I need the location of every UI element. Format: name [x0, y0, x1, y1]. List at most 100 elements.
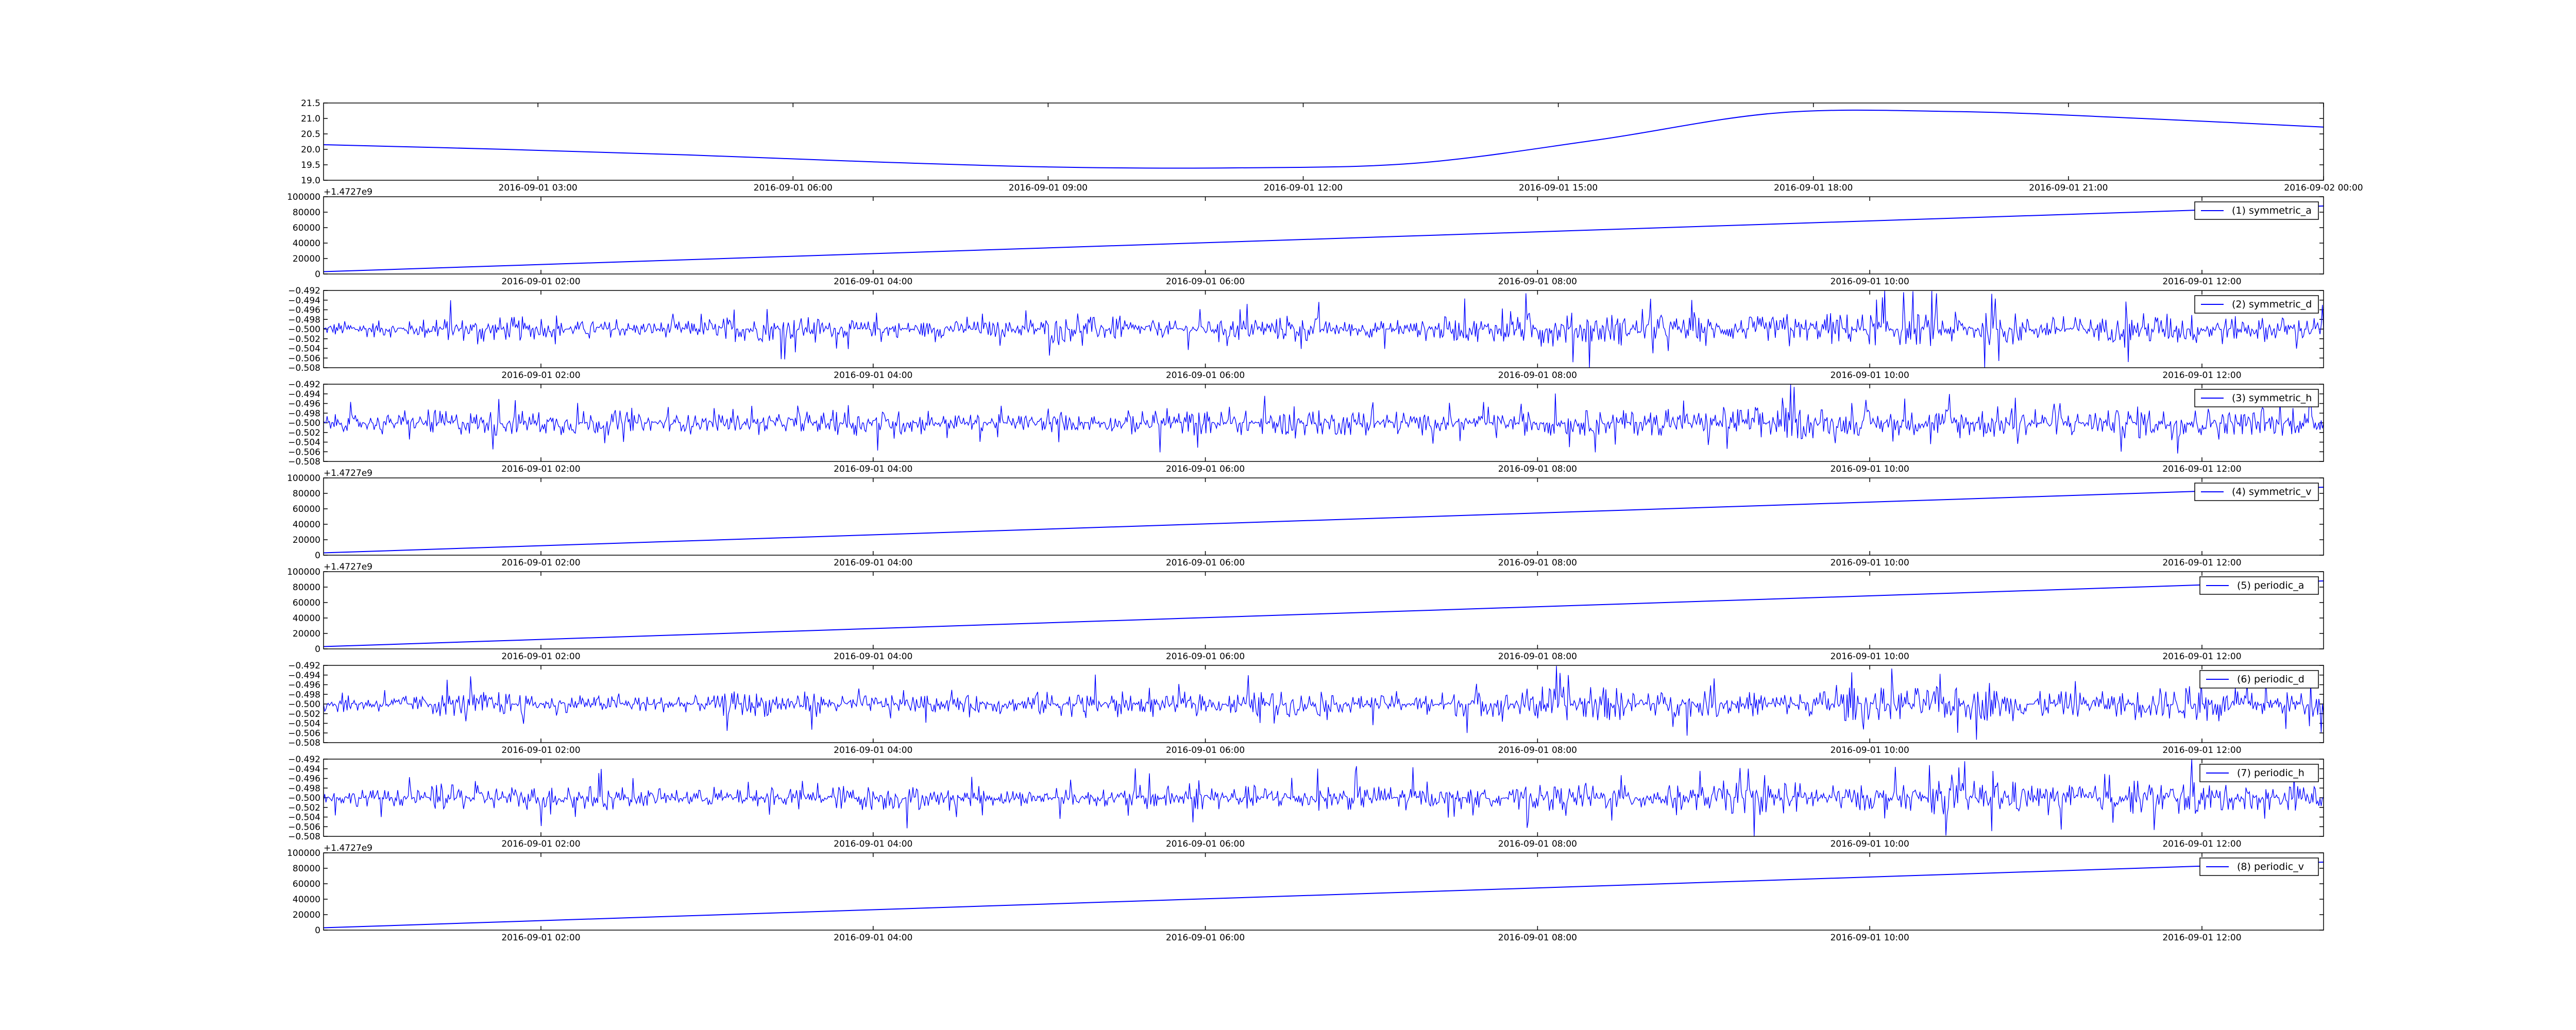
y-tick-label: −0.508 [288, 457, 320, 467]
y-tick-label: 40000 [293, 238, 320, 249]
x-tick-label: 2016-09-01 08:00 [1498, 745, 1577, 756]
plot-frame [323, 102, 2324, 181]
x-tick-label: 2016-09-01 08:00 [1498, 464, 1577, 474]
legend-label: (6) periodic_d [2237, 674, 2304, 685]
y-tick-label: −0.492 [288, 286, 320, 296]
x-tick-label: 2016-09-01 08:00 [1498, 370, 1577, 381]
y-tick-label: −0.500 [288, 324, 320, 335]
x-tick-label: 2016-09-01 02:00 [501, 464, 580, 474]
y-tick-label: −0.492 [288, 661, 320, 671]
y-tick-label: 40000 [293, 520, 320, 530]
x-tick-label: 2016-09-01 06:00 [1166, 464, 1245, 474]
y-tick-label: 20.5 [301, 129, 320, 140]
series-line [323, 384, 2324, 454]
x-tick-label: 2016-09-01 04:00 [834, 933, 912, 943]
y-tick-label: 20000 [293, 254, 320, 264]
subplot-2: 0 20000 40000 60000 80000 100000 2016-09-01 02… [287, 187, 2324, 287]
x-offset-label: +1.4727e9 [324, 468, 372, 478]
series-line [323, 862, 2324, 929]
subplot-1: 19.0 19.5 20.0 20.5 21.0 21.5 2016-09-01 03:00… [301, 98, 2363, 193]
x-tick-label: 2016-09-01 04:00 [834, 558, 912, 568]
x-tick-label: 2016-09-01 10:00 [1831, 464, 1909, 474]
x-tick-label: 2016-09-01 04:00 [834, 370, 912, 381]
x-tick-label: 2016-09-01 12:00 [2162, 370, 2241, 381]
y-tick-label: −0.494 [288, 764, 320, 775]
x-tick-label: 2016-09-01 02:00 [501, 745, 580, 756]
plot-frame [323, 759, 2324, 837]
plot-frame [323, 665, 2324, 743]
y-tick-label: 21.5 [301, 98, 320, 109]
legend-label: (2) symmetric_d [2232, 299, 2312, 310]
legend-label: (4) symmetric_v [2232, 486, 2312, 497]
x-tick-label: 2016-09-01 10:00 [1831, 277, 1909, 287]
x-tick-label: 2016-09-01 04:00 [834, 464, 912, 474]
plot-frame [323, 852, 2324, 931]
x-tick-label: 2016-09-01 03:00 [499, 183, 578, 193]
y-tick-label: 100000 [287, 192, 320, 202]
y-tick-label: −0.496 [288, 680, 320, 691]
series-line [323, 666, 2324, 740]
y-tick-label: 100000 [287, 473, 320, 484]
x-tick-label: 2016-09-01 10:00 [1831, 933, 1909, 943]
x-tick-label: 2016-09-01 12:00 [2162, 277, 2241, 287]
y-tick-label: −0.494 [288, 296, 320, 306]
x-tick-label: 2016-09-01 10:00 [1831, 745, 1909, 756]
plot-frame [323, 384, 2324, 462]
y-tick-label: −0.504 [288, 438, 320, 448]
x-offset-label: +1.4727e9 [324, 843, 372, 853]
x-tick-label: 2016-09-02 00:00 [2284, 183, 2363, 193]
subplot-8: −0.508−0.506−0.504−0.502−0.500−0.498−0.4… [288, 754, 2324, 849]
y-tick-label: 19.0 [301, 176, 320, 186]
subplot-7: −0.508−0.506−0.504−0.502−0.500−0.498−0.4… [288, 661, 2324, 756]
x-tick-label: 2016-09-01 06:00 [1166, 651, 1245, 662]
plot-frame [323, 196, 2324, 274]
x-tick-label: 2016-09-01 06:00 [754, 183, 833, 193]
x-tick-label: 2016-09-01 12:00 [2162, 558, 2241, 568]
y-tick-label: −0.500 [288, 699, 320, 710]
x-tick-label: 2016-09-01 15:00 [1519, 183, 1598, 193]
y-tick-label: −0.508 [288, 738, 320, 748]
x-tick-label: 2016-09-01 10:00 [1831, 558, 1909, 568]
y-tick-label: −0.492 [288, 754, 320, 765]
y-tick-label: −0.504 [288, 719, 320, 729]
y-tick-label: −0.498 [288, 315, 320, 325]
y-tick-label: −0.502 [288, 334, 320, 345]
y-tick-label: 20.0 [301, 145, 320, 155]
y-tick-label: 80000 [293, 208, 320, 218]
y-tick-label: 40000 [293, 895, 320, 905]
x-tick-label: 2016-09-01 18:00 [1774, 183, 1853, 193]
x-tick-label: 2016-09-01 08:00 [1498, 558, 1577, 568]
y-tick-label: −0.494 [288, 389, 320, 400]
subplot-9: 0 20000 40000 60000 80000 100000 2016-09-01 02… [287, 843, 2324, 943]
plot-frame [323, 477, 2324, 556]
x-tick-label: 2016-09-01 06:00 [1166, 370, 1245, 381]
x-tick-label: 2016-09-01 06:00 [1166, 933, 1245, 943]
y-tick-label: −0.496 [288, 774, 320, 784]
subplot-3: −0.508−0.506−0.504−0.502−0.500−0.498−0.4… [288, 286, 2324, 381]
x-tick-label: 2016-09-01 06:00 [1166, 277, 1245, 287]
y-tick-label: −0.496 [288, 305, 320, 316]
y-tick-label: −0.502 [288, 428, 320, 438]
y-tick-label: 80000 [293, 489, 320, 499]
x-tick-label: 2016-09-01 10:00 [1831, 839, 1909, 849]
x-tick-label: 2016-09-01 02:00 [501, 933, 580, 943]
y-tick-label: 20000 [293, 629, 320, 639]
y-tick-label: 40000 [293, 613, 320, 624]
plot-frame [323, 290, 2324, 368]
x-offset-label: +1.4727e9 [324, 562, 372, 572]
legend-label: (8) periodic_v [2237, 861, 2304, 872]
y-tick-label: 0 [315, 925, 320, 936]
y-tick-label: −0.502 [288, 803, 320, 813]
subplot-5: 0 20000 40000 60000 80000 100000 2016-09-01 02… [287, 468, 2324, 568]
x-tick-label: 2016-09-01 06:00 [1166, 839, 1245, 849]
y-tick-label: −0.498 [288, 408, 320, 419]
series-line [323, 487, 2324, 554]
x-tick-label: 2016-09-01 04:00 [834, 277, 912, 287]
x-tick-label: 2016-09-01 02:00 [501, 558, 580, 568]
x-tick-label: 2016-09-01 04:00 [834, 651, 912, 662]
x-tick-label: 2016-09-01 06:00 [1166, 745, 1245, 756]
y-tick-label: −0.492 [288, 380, 320, 390]
x-tick-label: 2016-09-01 08:00 [1498, 651, 1577, 662]
x-tick-label: 2016-09-01 12:00 [2162, 464, 2241, 474]
y-tick-label: 60000 [293, 598, 320, 608]
